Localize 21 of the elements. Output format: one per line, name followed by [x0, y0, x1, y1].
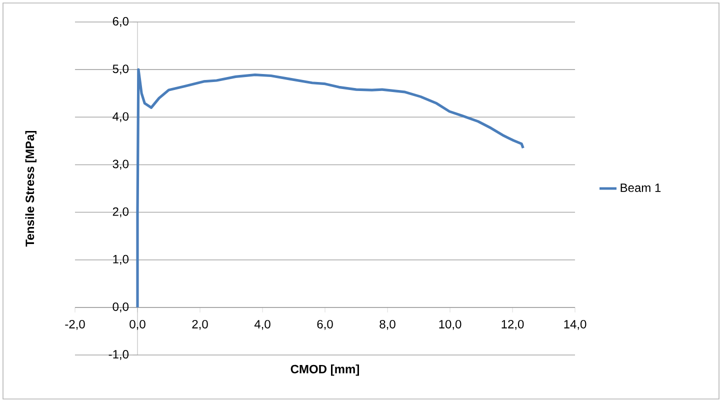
x-tick-label: 10,0	[439, 320, 462, 330]
y-tick-label: 2,0	[112, 207, 129, 218]
x-tick-label: 12,0	[502, 320, 524, 330]
y-tick-label: 5,0	[112, 64, 129, 75]
x-tick-label: -2,0	[65, 320, 85, 330]
x-tick-label: 14,0	[564, 320, 586, 330]
y-tick-label: 6,0	[112, 17, 129, 27]
x-tick-label: 2,0	[192, 320, 208, 330]
y-tick-label: 1,0	[113, 254, 129, 265]
y-tick-label: 3,0	[112, 160, 129, 170]
y-tick-label: 0,0	[112, 302, 129, 312]
x-tick-label: 0,0	[130, 320, 146, 330]
legend-label: Beam 1	[620, 184, 661, 192]
x-tick-label: 4,0	[254, 320, 270, 330]
line-series	[136, 68, 524, 309]
y-axis-title: Tensile Stress [MPa]	[25, 130, 36, 247]
x-axis-title: CMOD [mm]	[290, 364, 359, 376]
y-tick-label: -1,0	[108, 350, 129, 360]
x-tick-label: 6,0	[317, 320, 333, 330]
x-tick-label: 8,0	[380, 320, 396, 330]
y-tick-label: 4,0	[112, 112, 129, 122]
